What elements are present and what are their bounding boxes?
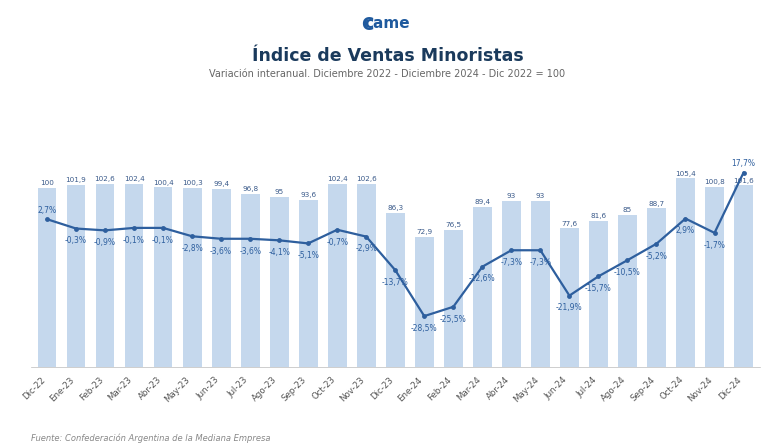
Text: -7,3%: -7,3% (501, 258, 522, 267)
Bar (589, 221, 608, 367)
Text: 76,5: 76,5 (445, 223, 461, 228)
Text: -10,5%: -10,5% (614, 268, 641, 277)
Bar (270, 197, 288, 367)
Text: 105,4: 105,4 (675, 171, 696, 177)
Bar (473, 207, 492, 367)
Text: 77,6: 77,6 (561, 220, 577, 227)
Bar (37, 188, 57, 367)
Bar (241, 194, 260, 367)
Bar (328, 184, 346, 367)
Text: 101,6: 101,6 (733, 177, 754, 184)
Bar (212, 189, 230, 367)
Text: -3,6%: -3,6% (210, 246, 232, 255)
Text: 95: 95 (274, 190, 284, 195)
Text: 102,6: 102,6 (95, 176, 115, 182)
Text: 2,9%: 2,9% (676, 226, 695, 235)
Text: 102,4: 102,4 (124, 176, 144, 182)
Text: 72,9: 72,9 (416, 229, 432, 235)
Bar (95, 184, 115, 367)
Text: 93: 93 (536, 193, 545, 199)
Text: 100,3: 100,3 (181, 180, 202, 186)
Bar (67, 185, 85, 367)
Text: -28,5%: -28,5% (411, 324, 438, 333)
Text: 102,6: 102,6 (356, 176, 377, 182)
Text: 100,4: 100,4 (153, 180, 174, 185)
Text: Variación interanual. Diciembre 2022 - Diciembre 2024 - Dic 2022 = 100: Variación interanual. Diciembre 2022 - D… (209, 69, 566, 79)
Bar (153, 187, 173, 367)
Bar (560, 228, 579, 367)
Text: came: came (365, 16, 410, 30)
Text: -0,1%: -0,1% (152, 236, 174, 245)
Text: 101,9: 101,9 (66, 177, 86, 183)
Text: 96,8: 96,8 (242, 186, 258, 192)
Bar (183, 188, 202, 367)
Bar (356, 184, 376, 367)
Text: -4,1%: -4,1% (268, 248, 290, 257)
Text: 100,8: 100,8 (704, 179, 725, 185)
Text: 81,6: 81,6 (591, 213, 607, 220)
Text: -0,3%: -0,3% (65, 236, 87, 246)
Text: -0,1%: -0,1% (123, 236, 145, 245)
Text: Fuente: Confederación Argentina de la Mediana Empresa: Fuente: Confederación Argentina de la Me… (31, 433, 270, 443)
Text: 86,3: 86,3 (388, 205, 403, 211)
Bar (125, 184, 143, 367)
Text: 100: 100 (40, 181, 54, 186)
Bar (705, 187, 724, 367)
Bar (647, 208, 666, 367)
Text: -3,6%: -3,6% (239, 246, 261, 255)
Text: 85: 85 (623, 207, 632, 213)
Bar (444, 230, 463, 367)
Text: -13,7%: -13,7% (382, 278, 408, 287)
Bar (676, 178, 695, 367)
Text: 88,7: 88,7 (649, 201, 664, 207)
Bar (415, 237, 434, 367)
Text: 99,4: 99,4 (213, 181, 229, 187)
Text: -2,9%: -2,9% (355, 244, 377, 254)
Bar (531, 201, 549, 367)
Text: -1,7%: -1,7% (704, 241, 725, 250)
Bar (298, 200, 318, 367)
Text: -7,3%: -7,3% (529, 258, 551, 267)
Bar (618, 215, 637, 367)
Text: -15,7%: -15,7% (585, 284, 611, 293)
Text: 2,7%: 2,7% (37, 206, 57, 215)
Text: -21,9%: -21,9% (556, 303, 583, 312)
Text: 89,4: 89,4 (474, 199, 491, 205)
Text: -0,9%: -0,9% (94, 238, 116, 247)
Text: -5,2%: -5,2% (646, 251, 667, 260)
Bar (386, 213, 405, 367)
Text: -0,7%: -0,7% (326, 237, 348, 246)
Bar (734, 185, 753, 367)
Text: 17,7%: 17,7% (732, 159, 756, 168)
Text: 102,4: 102,4 (327, 176, 347, 182)
Text: -25,5%: -25,5% (440, 314, 467, 323)
Text: 93: 93 (507, 193, 516, 199)
Text: Índice de Ventas Minoristas: Índice de Ventas Minoristas (252, 47, 523, 65)
Text: -2,8%: -2,8% (181, 244, 203, 253)
Text: C: C (361, 16, 374, 34)
Text: 93,6: 93,6 (300, 192, 316, 198)
Bar (502, 201, 521, 367)
Text: -5,1%: -5,1% (298, 251, 319, 260)
Text: -12,6%: -12,6% (469, 275, 496, 284)
